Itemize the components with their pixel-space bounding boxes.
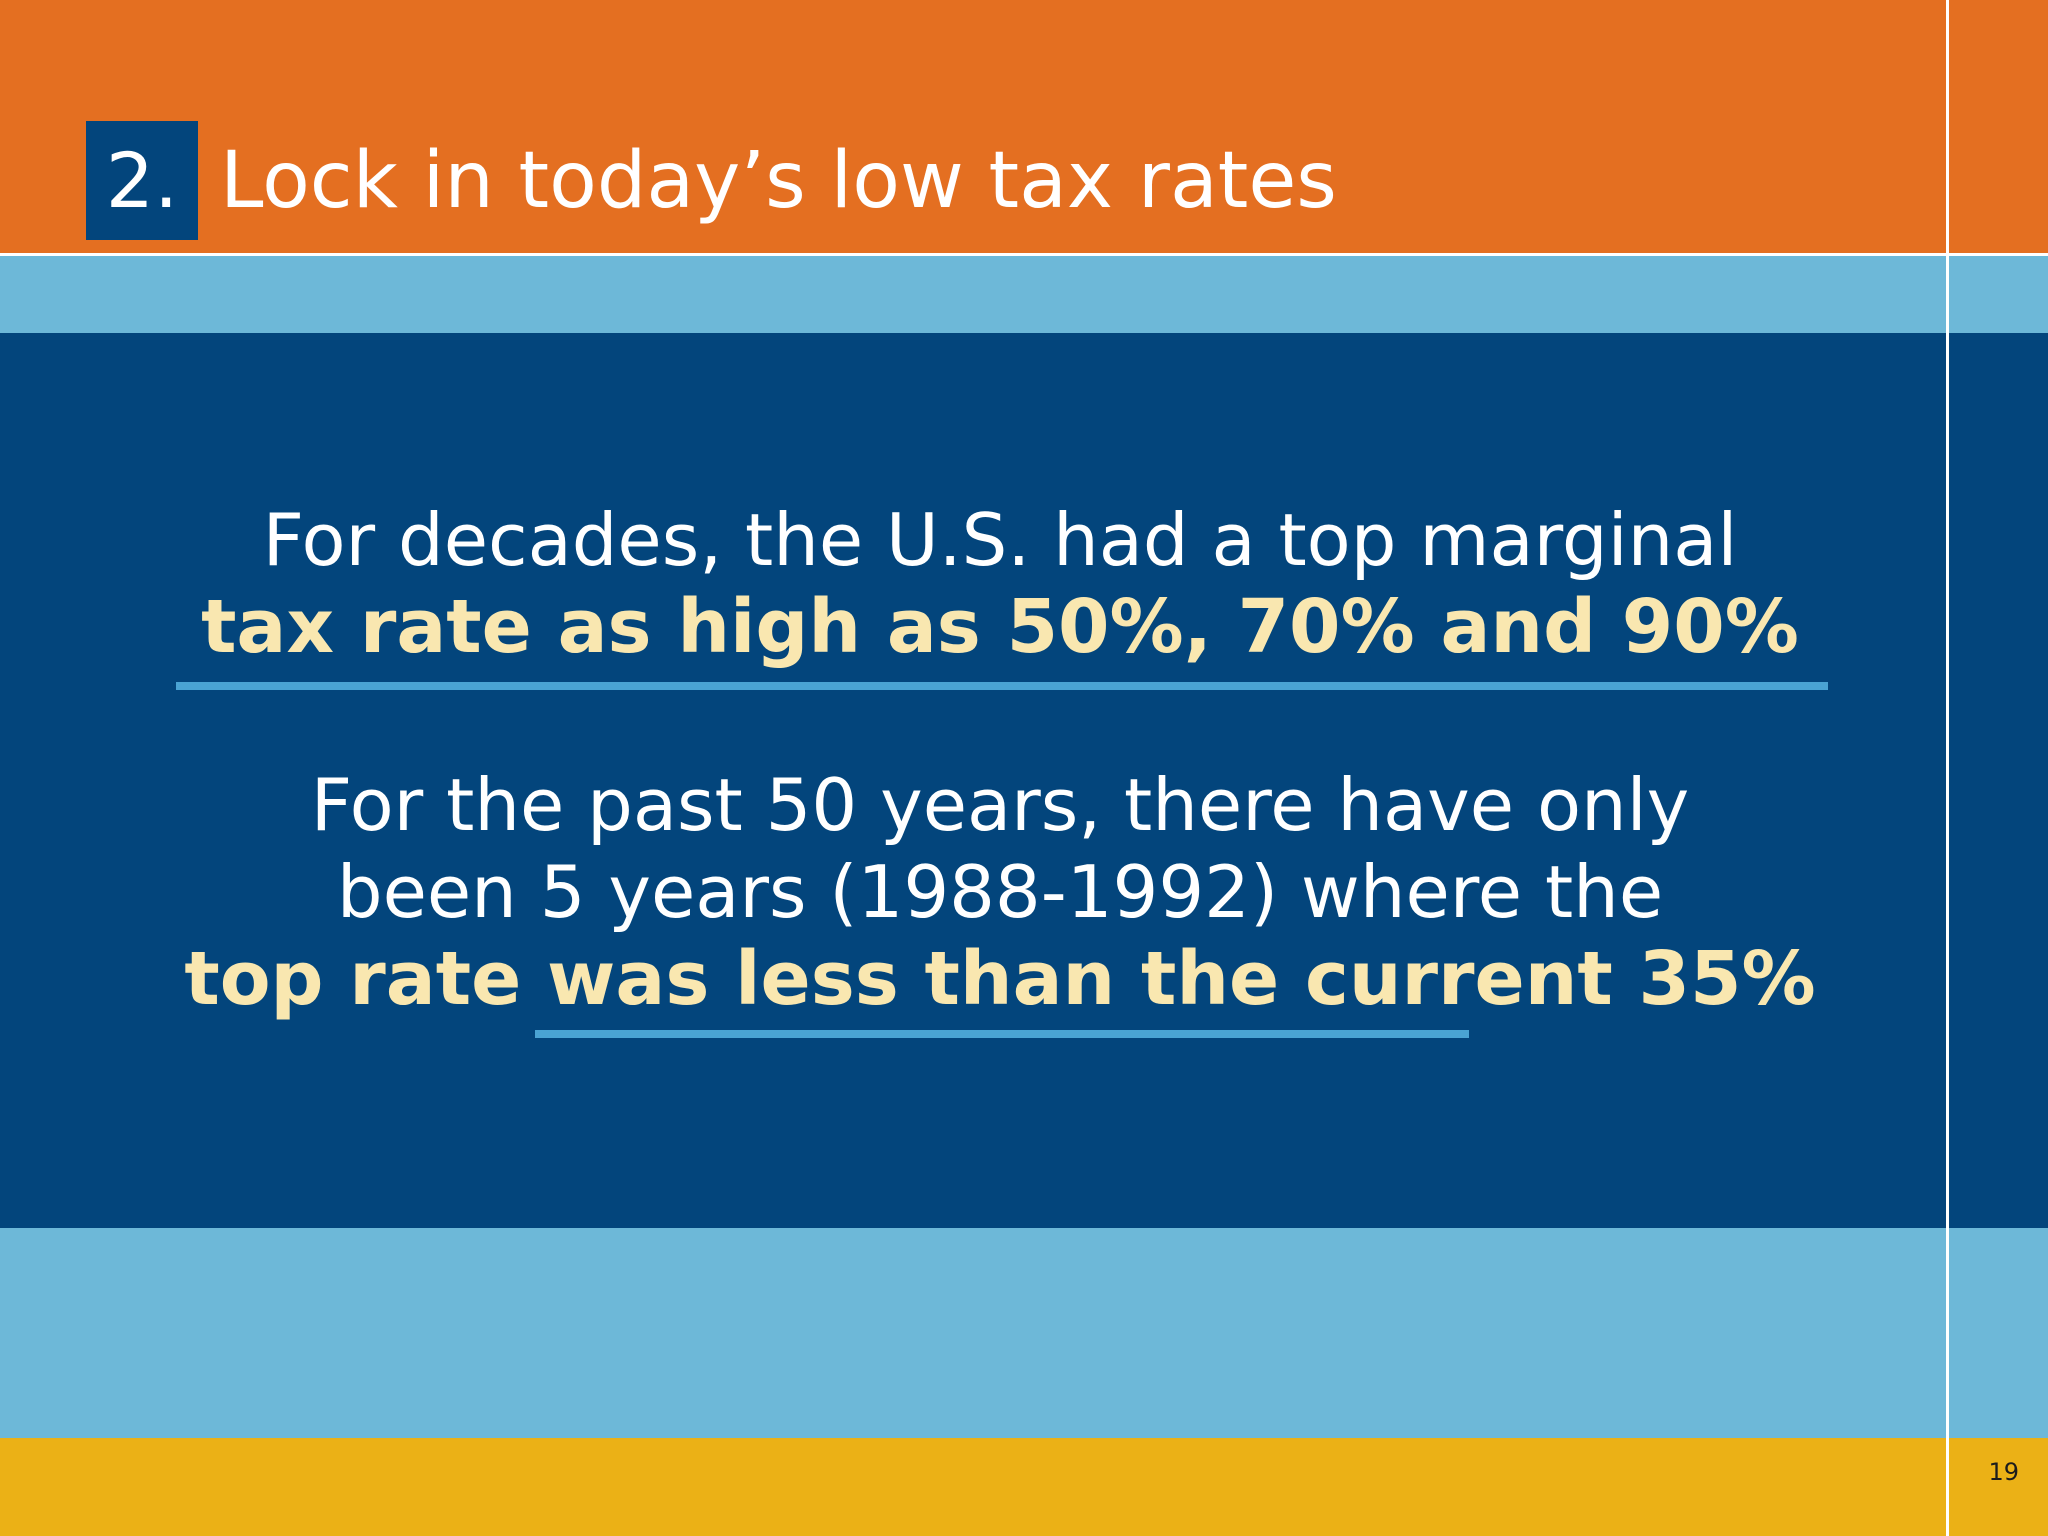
slide-title: Lock in today’s low tax rates xyxy=(220,136,1337,226)
paragraph-decades: For decades, the U.S. had a top marginal… xyxy=(0,497,2000,671)
light-blue-band-top xyxy=(0,255,2048,333)
paragraph-past-line-2: been 5 years (1988-1992) where the xyxy=(336,850,1664,934)
paragraph-past-line-1: For the past 50 years, there have only xyxy=(310,763,1690,847)
page-number: 19 xyxy=(1988,1458,2019,1486)
light-blue-band-bottom xyxy=(0,1228,2048,1438)
header-divider xyxy=(0,253,2048,256)
title-number-box: 2. xyxy=(86,121,198,240)
highlight-underline-1 xyxy=(176,682,1828,690)
title-number: 2. xyxy=(105,135,179,225)
paragraph-decades-highlight: tax rate as high as 50%, 70% and 90% xyxy=(201,584,1799,670)
paragraph-decades-line-1: For decades, the U.S. had a top marginal xyxy=(262,498,1738,582)
footer-band xyxy=(0,1438,2048,1536)
header-band xyxy=(0,0,2048,255)
main-content-panel xyxy=(0,333,2048,1228)
right-vertical-divider xyxy=(1946,0,1949,1536)
highlight-underline-2 xyxy=(535,1030,1469,1038)
paragraph-past-50-years: For the past 50 years, there have only b… xyxy=(0,762,2000,1023)
paragraph-past-highlight: top rate was less than the current 35% xyxy=(184,936,1816,1022)
